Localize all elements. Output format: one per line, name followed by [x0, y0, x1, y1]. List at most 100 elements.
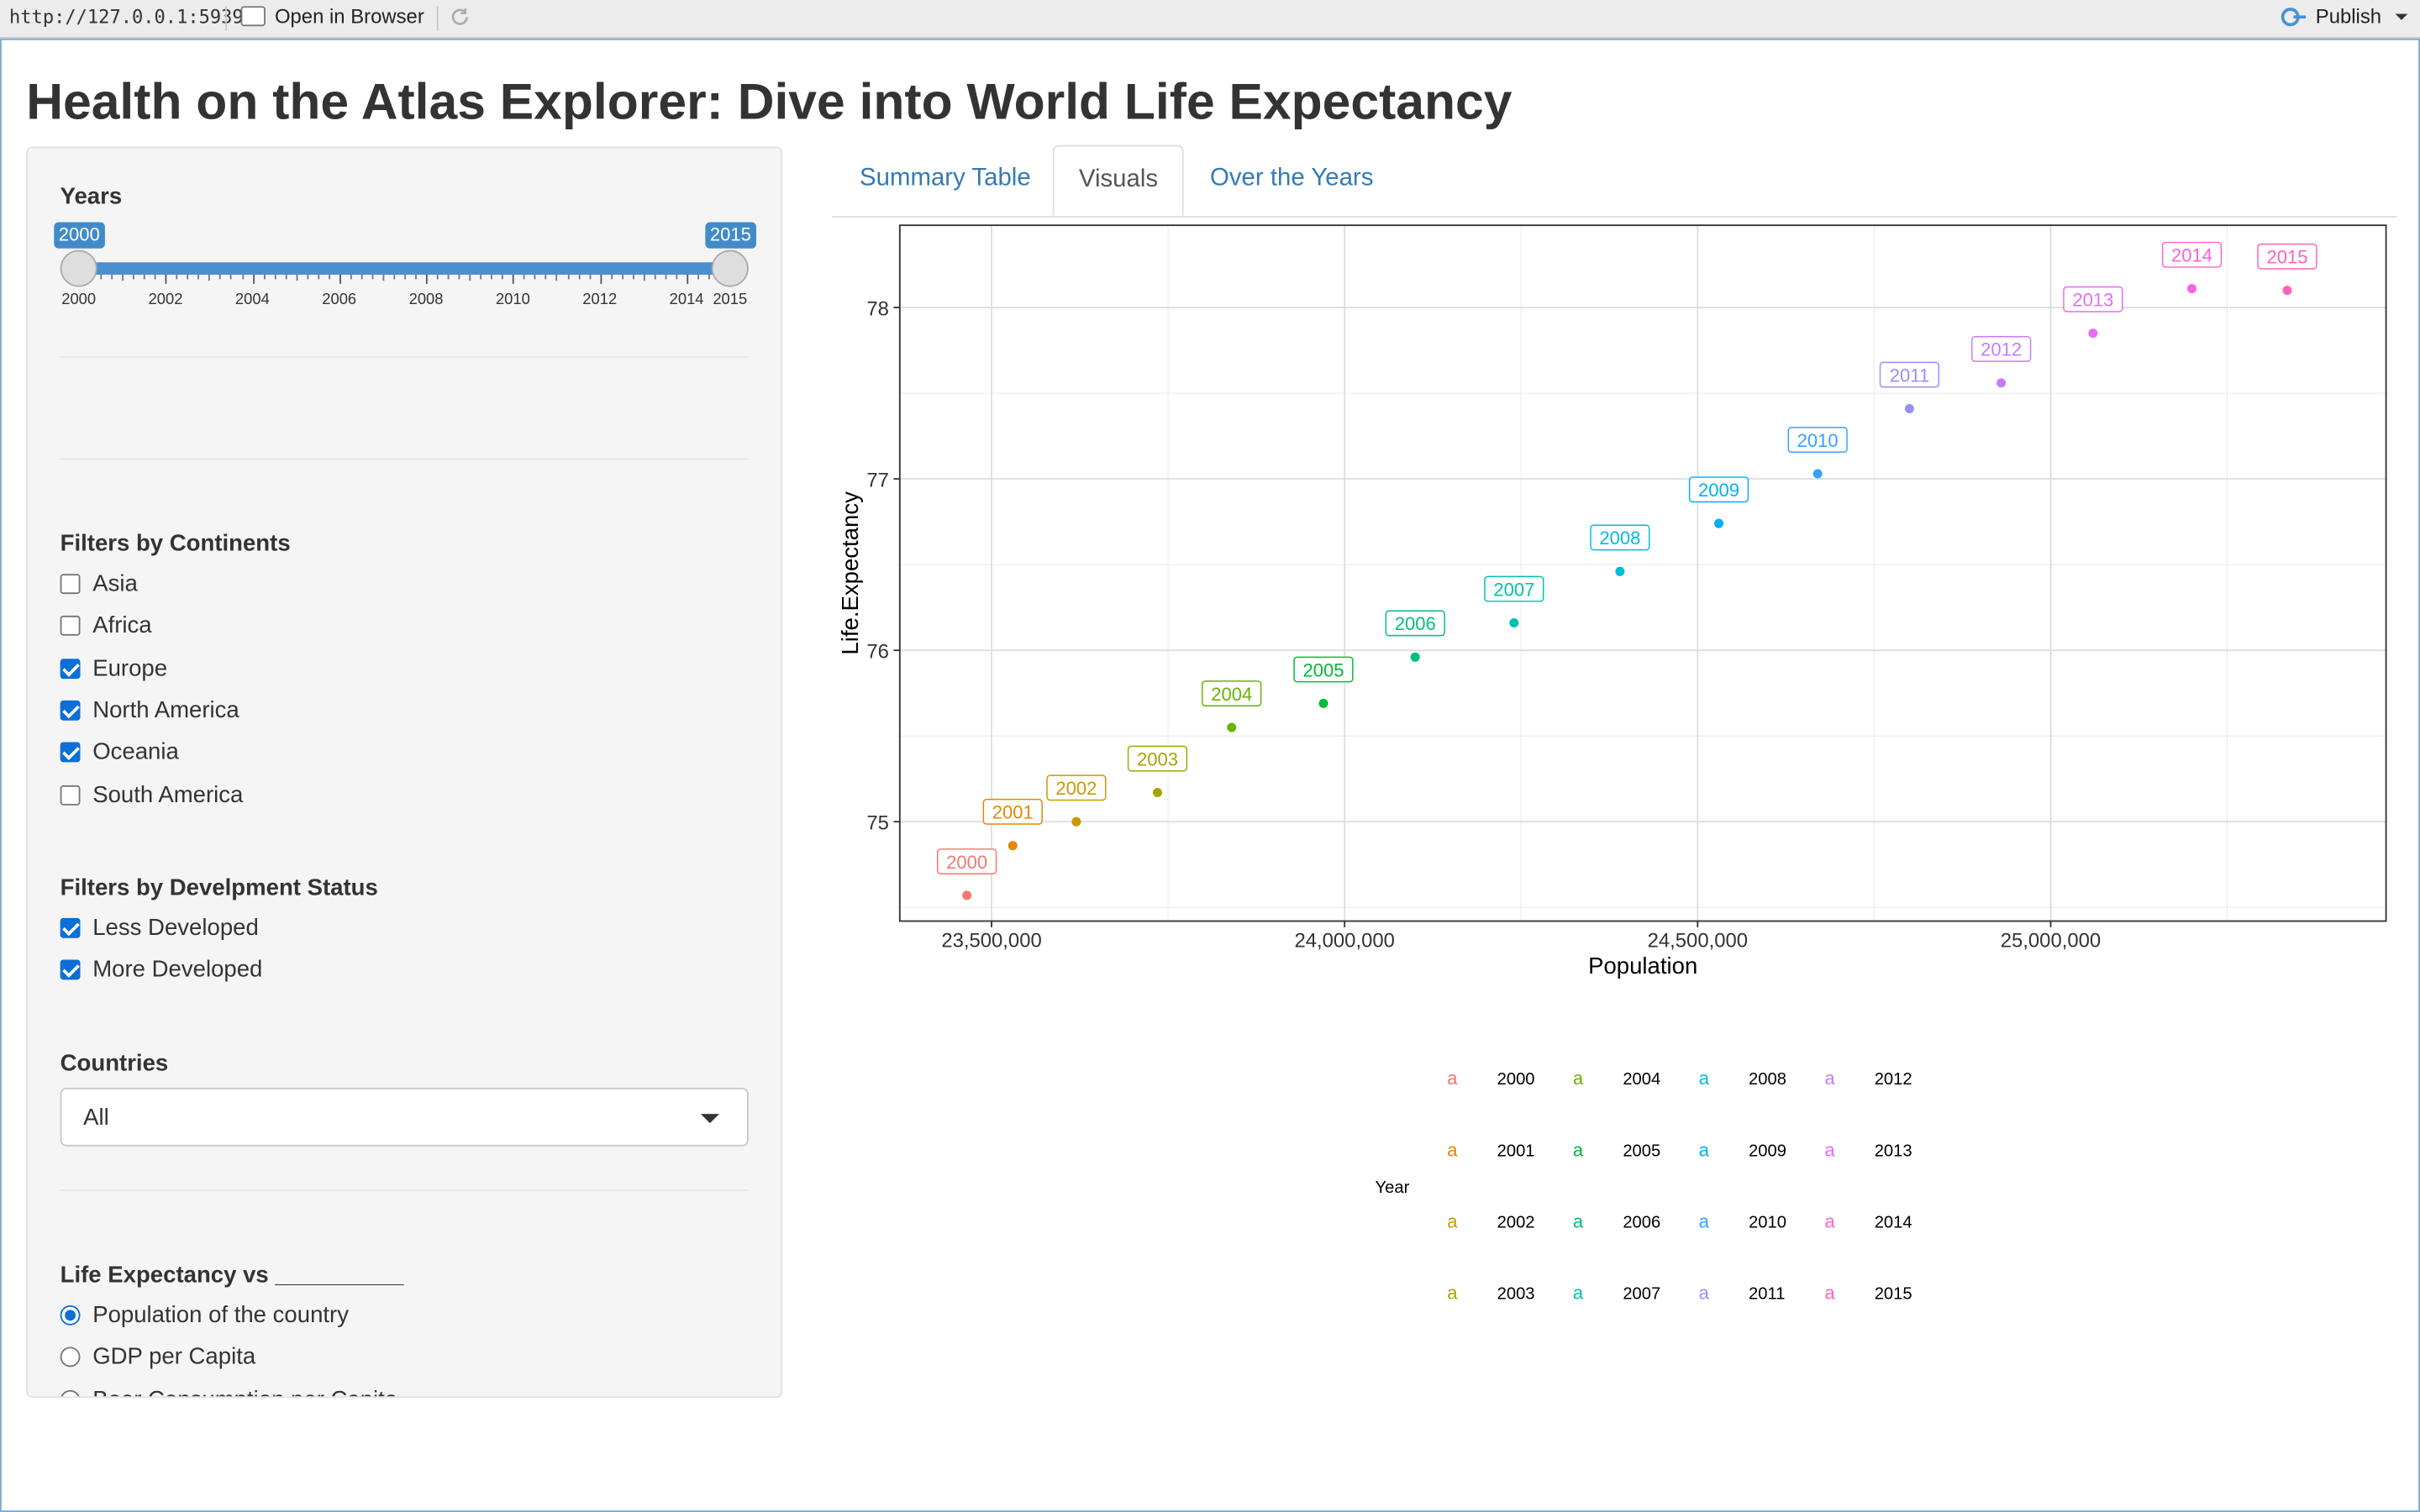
slider-tick: [588, 274, 591, 280]
point-label: 2014: [2161, 241, 2223, 268]
tab-visuals[interactable]: Visuals: [1052, 144, 1185, 217]
point-label-text: 2004: [1211, 684, 1252, 705]
legend-key: a: [1699, 1282, 1710, 1303]
checkbox-south-america[interactable]: South America: [60, 781, 244, 808]
point-label: 2002: [1046, 774, 1107, 801]
checkbox-label: More Developed: [92, 957, 263, 984]
slider-tick: [697, 274, 699, 280]
checkbox-europe[interactable]: Europe: [60, 655, 167, 681]
checkbox-africa[interactable]: Africa: [60, 613, 152, 639]
point-label: 2006: [1385, 610, 1445, 637]
radio-button[interactable]: [60, 1347, 81, 1368]
point-label-text: 2008: [1599, 528, 1640, 549]
slider-tick: [426, 274, 428, 284]
tab-over-the-years[interactable]: Over the Years: [1210, 165, 1374, 192]
legend-key: a: [1824, 1139, 1835, 1160]
checkbox-label: Asia: [92, 570, 138, 597]
slider-tick: [654, 274, 656, 280]
slider-tick: [567, 274, 569, 280]
radio-button[interactable]: [60, 1389, 81, 1397]
point-label-box: [1688, 476, 1749, 503]
point-label-text: 2007: [1493, 579, 1534, 600]
countries-select[interactable]: All: [60, 1087, 749, 1147]
page-title: Health on the Atlas Explorer: Dive into …: [26, 72, 1512, 130]
slider-tick: [122, 274, 124, 281]
point-label-text: 2013: [2072, 290, 2113, 311]
refresh-icon[interactable]: [449, 6, 471, 28]
radio-button[interactable]: [60, 1305, 81, 1326]
checkbox-less-developed[interactable]: Less Developed: [60, 915, 259, 941]
point-label: 2005: [1293, 656, 1354, 683]
slider-tick: [328, 274, 330, 280]
checkbox-more-developed[interactable]: More Developed: [60, 957, 263, 984]
years-range-slider[interactable]: 2000 2002 2004 2006 2008 2010 2012 2014 2015 200…: [54, 222, 756, 318]
checkbox-north-america[interactable]: North America: [60, 697, 239, 723]
legend-label: 2004: [1623, 1070, 1660, 1089]
y-tick-label: 76: [866, 640, 889, 663]
radio-population-of-the-country[interactable]: Population of the country: [60, 1302, 349, 1328]
slider-tick: [219, 274, 222, 280]
publish-label: Publish: [2315, 4, 2382, 29]
slider-tick: [458, 274, 460, 280]
point-label: 2012: [1971, 336, 2032, 362]
point-label: 2007: [1484, 575, 1544, 602]
checkbox-label: South America: [92, 781, 244, 808]
point-label: 2009: [1688, 476, 1749, 503]
slider-tick: [166, 274, 167, 284]
continents-label: Filters by Continents: [60, 530, 291, 558]
radio-gdp-per-capita[interactable]: GDP per Capita: [60, 1344, 255, 1371]
slider-tick: [230, 274, 233, 280]
checkbox[interactable]: [60, 917, 81, 938]
y-axis-title: Life.Expectancy: [837, 491, 863, 655]
point-label: 2010: [1787, 427, 1848, 454]
slider-tick: [610, 274, 613, 280]
tab-summary-table[interactable]: Summary Table: [860, 165, 1031, 192]
checkbox-label: Europe: [92, 654, 168, 682]
radio-beer-consumption-per-capita[interactable]: Beer Consumption per Capita: [60, 1386, 397, 1397]
publish-button[interactable]: Publish: [2281, 4, 2408, 29]
point-label-text: 2014: [2171, 245, 2212, 266]
slider-tick: [513, 274, 515, 284]
slider-tick: [480, 274, 482, 280]
point-label: 2008: [1590, 524, 1650, 551]
slider-track[interactable]: [78, 262, 730, 275]
slider-tick: [176, 274, 178, 280]
slider-tick-label: 2006: [322, 291, 357, 309]
checkbox[interactable]: [60, 700, 81, 721]
point-label-text: 2015: [2266, 247, 2307, 268]
slider-tick: [556, 274, 558, 281]
checkbox-oceania[interactable]: Oceania: [60, 739, 179, 765]
slider-tick-label: 2012: [582, 291, 618, 309]
slider-tick: [360, 274, 363, 280]
legend-label: 2013: [1875, 1142, 1912, 1160]
open-in-browser-label: Open in Browser: [274, 4, 424, 29]
slider-tick: [676, 274, 678, 280]
slider-tick: [208, 274, 211, 281]
checkbox[interactable]: [60, 959, 81, 980]
checkbox[interactable]: [60, 574, 81, 595]
slider-tick-label: 2010: [495, 291, 530, 309]
checkbox[interactable]: [60, 616, 81, 637]
checkbox-label: North America: [92, 697, 239, 724]
point-label-box: [1879, 361, 1940, 388]
slider-handle-to[interactable]: [711, 249, 749, 287]
point-label-box: [937, 848, 997, 874]
slider-handle-from[interactable]: [60, 249, 97, 287]
plot-border: [898, 224, 2387, 922]
open-in-browser-button[interactable]: Open in Browser: [240, 4, 424, 29]
slider-tick: [502, 274, 504, 280]
data-point: [1996, 378, 2007, 388]
slider-tick: [144, 274, 145, 280]
legend-label: 2006: [1623, 1213, 1660, 1231]
point-label: 2003: [1127, 745, 1188, 772]
checkbox[interactable]: [60, 784, 81, 805]
viewer-toolbar: http://127.0.0.1:5939 Open in Browser Pu…: [0, 0, 2420, 39]
x-tick-label: 24,000,000: [1294, 930, 1394, 953]
years-label: Years: [60, 183, 123, 210]
checkbox-asia[interactable]: Asia: [60, 571, 138, 597]
point-label-text: 2012: [1981, 339, 2022, 360]
checkbox[interactable]: [60, 742, 81, 763]
legend-label: 2014: [1875, 1213, 1912, 1231]
checkbox[interactable]: [60, 658, 81, 679]
slider-tick-label: 2004: [234, 291, 270, 309]
